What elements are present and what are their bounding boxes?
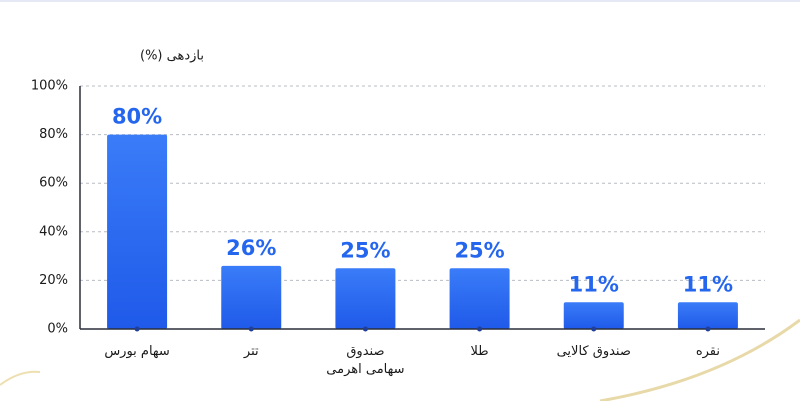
x-tick-label: نقره xyxy=(695,344,720,359)
x-tick-label: تتر xyxy=(243,344,259,359)
x-tick-label: طلا xyxy=(470,344,489,359)
bar xyxy=(107,134,168,329)
y-tick-label: 0% xyxy=(47,322,68,337)
y-tick-label: 100% xyxy=(31,79,68,94)
x-tick-dot xyxy=(705,326,711,332)
y-tick-label: 20% xyxy=(39,273,68,288)
decoration xyxy=(0,370,41,386)
y-tick-label: 40% xyxy=(39,224,68,239)
x-tick-label: صندوق کالایی xyxy=(556,344,631,359)
bar xyxy=(335,268,396,329)
y-axis-label: بازدهی (%) xyxy=(140,49,204,64)
decoration xyxy=(599,318,800,401)
value-label: 25% xyxy=(454,238,504,262)
value-label: 11% xyxy=(683,272,733,296)
x-tick-label: سهام بورس xyxy=(104,344,170,359)
x-tick-dot xyxy=(134,326,140,332)
y-tick-label: 80% xyxy=(39,127,68,142)
bar xyxy=(221,265,282,329)
value-label: 80% xyxy=(112,105,162,129)
bar xyxy=(677,302,738,329)
x-tick-dot xyxy=(248,326,254,332)
x-tick-dot xyxy=(477,326,483,332)
value-label: 25% xyxy=(340,238,390,262)
bar xyxy=(563,302,624,329)
bar xyxy=(449,268,510,329)
x-tick-label: صندوق سهامی اهرمی xyxy=(326,344,405,377)
value-label: 11% xyxy=(569,272,619,296)
x-tick-dot xyxy=(362,326,368,332)
y-tick-label: 60% xyxy=(39,176,68,191)
x-tick-dot xyxy=(591,326,597,332)
value-label: 26% xyxy=(226,236,276,260)
